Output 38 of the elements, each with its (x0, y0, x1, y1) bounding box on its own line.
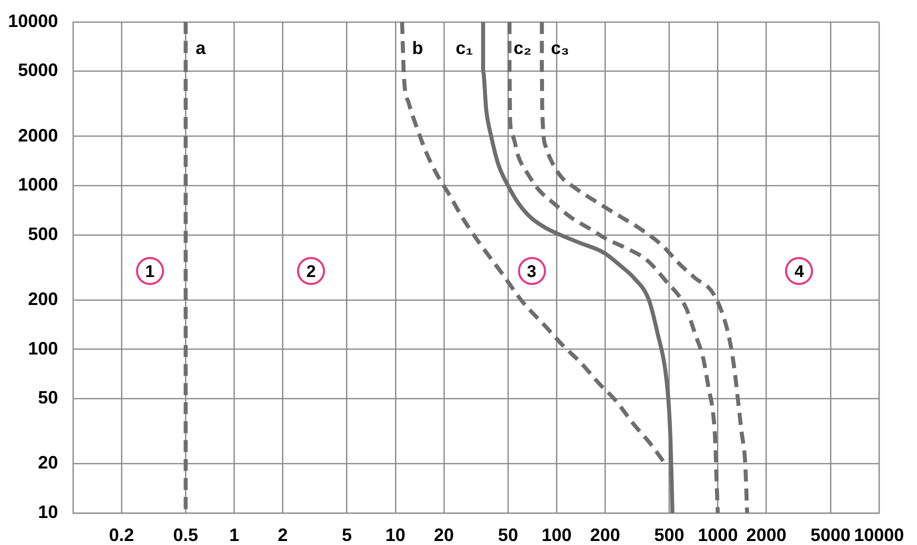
y-tick-label: 5000 (18, 60, 58, 80)
y-tick-label: 10000 (8, 10, 58, 31)
y-tick-label: 2000 (18, 125, 58, 146)
circle-outline: 3 (518, 257, 546, 286)
annotation: 4 (794, 262, 804, 281)
circle-outline: 4 (785, 257, 814, 286)
x-tick-label: 10000 (854, 524, 904, 545)
x-tick-label: 20 (434, 524, 454, 545)
annotation: 2 (306, 262, 316, 281)
x-tick-label: 1 (229, 524, 240, 545)
x-tick-label: 5000 (810, 524, 850, 545)
x-tick-label: 2 (278, 524, 288, 545)
x-tick-label: 0.5 (173, 524, 198, 545)
x-tick-label: 50 (498, 524, 518, 545)
circle-outline: 2 (297, 257, 326, 286)
x-tick-label: 1000 (698, 524, 738, 545)
series-label: c₂ (513, 38, 532, 58)
y-tick-label: 50 (38, 388, 58, 408)
x-tick-label: 500 (654, 524, 684, 545)
annotation: 1 (145, 262, 155, 281)
y-tick-label: 100 (28, 338, 58, 358)
y-tick-label: 20 (38, 452, 58, 473)
circle-outline: 1 (136, 257, 164, 286)
y-tick-label: 1000 (18, 174, 58, 195)
x-tick-label: 200 (590, 524, 620, 545)
series-label: c₁ (456, 38, 474, 58)
x-tick-label: 0.2 (109, 524, 134, 545)
x-tick-label: 2000 (746, 524, 786, 545)
x-tick-label: 5 (342, 524, 352, 545)
x-tick-label: 100 (542, 524, 572, 545)
series-label: b (412, 38, 424, 58)
series-label: c₃ (550, 38, 570, 58)
y-tick-label: 500 (28, 224, 58, 244)
y-tick-label: 10 (38, 502, 58, 522)
x-tick-label: 10 (385, 524, 406, 545)
y-tick-label: 200 (28, 289, 58, 310)
series-label: a (196, 38, 207, 58)
annotation: 3 (526, 262, 536, 281)
